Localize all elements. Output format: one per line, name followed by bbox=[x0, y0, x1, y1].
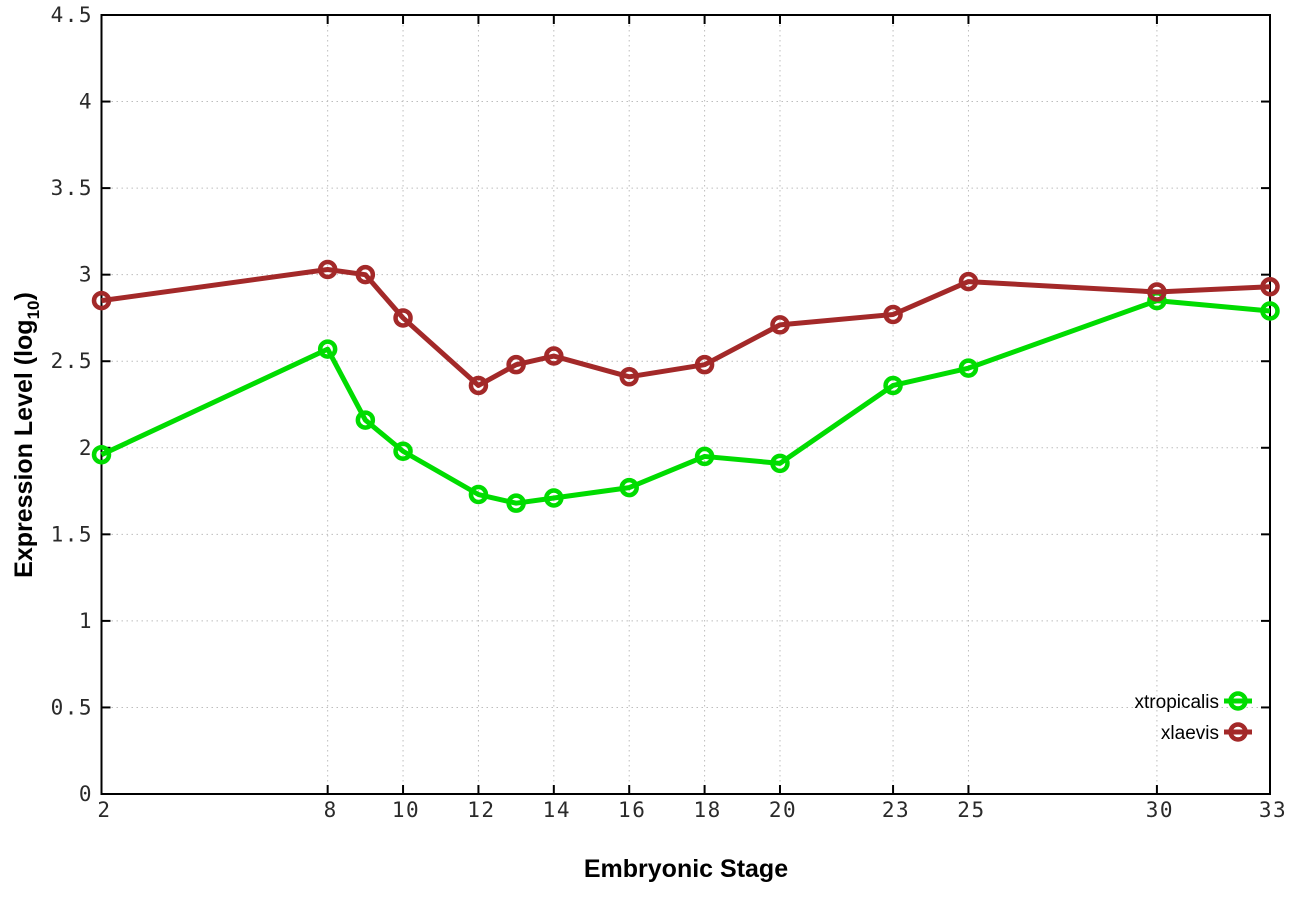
y-tick-labels: 0 0.5 1 1.5 2 2.5 3 3.5 4 4.5 bbox=[51, 3, 93, 806]
y-axis-title-suffix: ) bbox=[10, 292, 38, 300]
data-point-marker bbox=[544, 346, 564, 366]
x-tick-label: 23 bbox=[882, 798, 910, 822]
y-axis-title-text: Expression Level (log bbox=[10, 319, 38, 577]
data-point-marker bbox=[544, 488, 564, 508]
data-point-marker bbox=[393, 441, 413, 461]
data-point-marker bbox=[317, 259, 338, 280]
x-tick-label: 8 bbox=[324, 798, 338, 822]
y-tick-label: 0.5 bbox=[51, 695, 93, 719]
data-point-marker bbox=[883, 375, 903, 396]
x-tick-label: 2 bbox=[97, 798, 111, 822]
x-tick-label: 33 bbox=[1259, 798, 1287, 822]
series-xlaevis bbox=[91, 259, 1280, 396]
data-series bbox=[91, 259, 1280, 513]
data-point-marker bbox=[1260, 301, 1280, 321]
x-tick-labels: 2 8 10 12 14 16 18 20 23 25 30 33 bbox=[97, 798, 1287, 822]
data-point-marker bbox=[694, 446, 715, 467]
data-point-marker bbox=[317, 339, 338, 359]
series-xtropicalis bbox=[91, 290, 1280, 513]
y-axis-title: Expression Level (log10) bbox=[10, 292, 43, 578]
series-line bbox=[100, 298, 1271, 506]
data-point-marker bbox=[958, 358, 979, 378]
data-point-marker bbox=[355, 264, 376, 285]
data-point-marker bbox=[1147, 282, 1167, 302]
x-tick-label: 12 bbox=[467, 798, 495, 822]
x-axis-title: Embryonic Stage bbox=[584, 855, 788, 883]
y-tick-label: 3.5 bbox=[51, 176, 93, 200]
legend-label: xlaevis bbox=[1161, 723, 1219, 744]
legend-sample-marker bbox=[1228, 691, 1248, 711]
legend-sample-marker bbox=[1228, 722, 1248, 742]
data-point-marker bbox=[91, 290, 112, 311]
x-tick-label: 18 bbox=[693, 798, 721, 822]
x-tick-label: 16 bbox=[618, 798, 646, 822]
grid-lines bbox=[101, 15, 1270, 794]
y-tick-label: 4 bbox=[79, 90, 93, 114]
data-point-marker bbox=[393, 308, 413, 328]
data-point-marker bbox=[958, 271, 979, 292]
x-tick-label: 14 bbox=[543, 798, 571, 822]
legend-entry-xtropicalis: xtropicalis bbox=[1135, 691, 1252, 713]
y-tick-label: 3 bbox=[79, 263, 93, 287]
axis-ticks bbox=[100, 14, 1271, 795]
x-tick-label: 25 bbox=[957, 798, 985, 822]
x-tick-label: 30 bbox=[1146, 798, 1174, 822]
y-tick-label: 1 bbox=[79, 609, 93, 633]
data-point-marker bbox=[468, 375, 489, 396]
plot-border bbox=[100, 14, 1271, 795]
data-point-marker bbox=[770, 315, 790, 335]
data-point-marker bbox=[1260, 277, 1280, 297]
y-tick-label: 4.5 bbox=[51, 3, 93, 27]
y-tick-label: 2.5 bbox=[51, 349, 93, 373]
legend: xtropicalis xlaevis bbox=[1135, 691, 1252, 744]
y-tick-label: 0 bbox=[79, 782, 93, 806]
data-point-marker bbox=[619, 367, 639, 387]
y-tick-label: 1.5 bbox=[51, 522, 93, 546]
x-tick-label: 20 bbox=[769, 798, 797, 822]
data-point-marker bbox=[355, 410, 376, 430]
data-point-marker bbox=[694, 354, 715, 375]
data-point-marker bbox=[770, 453, 790, 474]
data-point-marker bbox=[506, 493, 526, 513]
legend-entry-xlaevis: xlaevis bbox=[1161, 722, 1252, 744]
data-point-marker bbox=[883, 304, 903, 325]
data-point-marker bbox=[468, 484, 489, 505]
data-point-marker bbox=[619, 477, 639, 498]
data-point-marker bbox=[91, 444, 112, 465]
y-tick-label: 2 bbox=[79, 436, 93, 460]
legend-label: xtropicalis bbox=[1135, 692, 1219, 713]
y-axis-title-subscript: 10 bbox=[24, 300, 43, 319]
data-point-marker bbox=[506, 354, 526, 375]
series-line bbox=[101, 266, 1271, 388]
x-tick-label: 10 bbox=[392, 798, 420, 822]
